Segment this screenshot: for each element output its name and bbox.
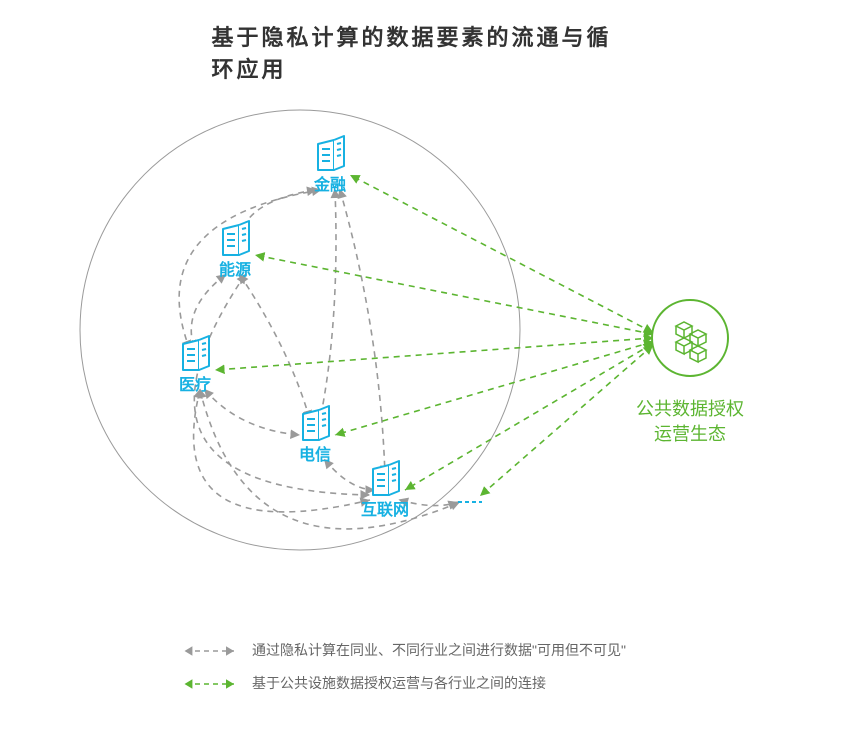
domain-circle <box>80 110 520 550</box>
green-edge <box>480 346 652 496</box>
legend-text-green: 基于公共设施数据授权运营与各行业之间的连接 <box>240 673 546 694</box>
green-edge <box>335 342 652 435</box>
industry-node-finance: 金融 <box>313 136 346 194</box>
legend-row-green: 基于公共设施数据授权运营与各行业之间的连接 <box>180 673 680 694</box>
legend-arrow-green <box>180 677 240 691</box>
grey-edge <box>194 275 370 495</box>
grey-edge <box>340 190 385 475</box>
legend-row-grey: 通过隐私计算在同业、不同行业之间进行数据"可用但不可见" <box>180 640 680 661</box>
grey-edge-group <box>179 190 460 529</box>
svg-text:互联网: 互联网 <box>361 501 409 519</box>
svg-text:能源: 能源 <box>219 260 251 279</box>
grey-edge <box>240 190 315 235</box>
legend-arrow-grey <box>180 644 240 658</box>
grey-edge <box>240 275 310 420</box>
industry-node-energy: 能源 <box>219 221 251 279</box>
legend: 通过隐私计算在同业、不同行业之间进行数据"可用但不可见" 基于公共设施数据授权运… <box>180 640 680 706</box>
green-edge-group <box>215 175 652 496</box>
svg-text:电信: 电信 <box>299 445 331 464</box>
eco-hub: 公共数据授权 运营生态 <box>636 300 744 444</box>
industry-node-internet: 互联网 <box>361 461 409 519</box>
industry-node-medical: 医疗 <box>179 336 211 394</box>
grey-edge <box>320 190 336 420</box>
green-edge <box>215 338 652 370</box>
legend-text-grey: 通过隐私计算在同业、不同行业之间进行数据"可用但不可见" <box>240 640 626 661</box>
network-diagram: 金融 能源 医疗 电信 互联网 <box>40 70 820 610</box>
svg-text:医疗: 医疗 <box>179 375 211 394</box>
eco-label-1: 公共数据授权 <box>636 399 744 419</box>
green-edge <box>255 255 652 334</box>
grey-edge <box>205 390 300 435</box>
green-edge <box>350 175 652 332</box>
eco-label-2: 运营生态 <box>654 424 726 444</box>
green-edge <box>405 344 652 490</box>
industry-nodes: 金融 能源 医疗 电信 互联网 <box>179 136 409 519</box>
grey-edge <box>325 460 375 490</box>
industry-node-telecom: 电信 <box>299 406 331 464</box>
svg-text:金融: 金融 <box>313 175 346 194</box>
